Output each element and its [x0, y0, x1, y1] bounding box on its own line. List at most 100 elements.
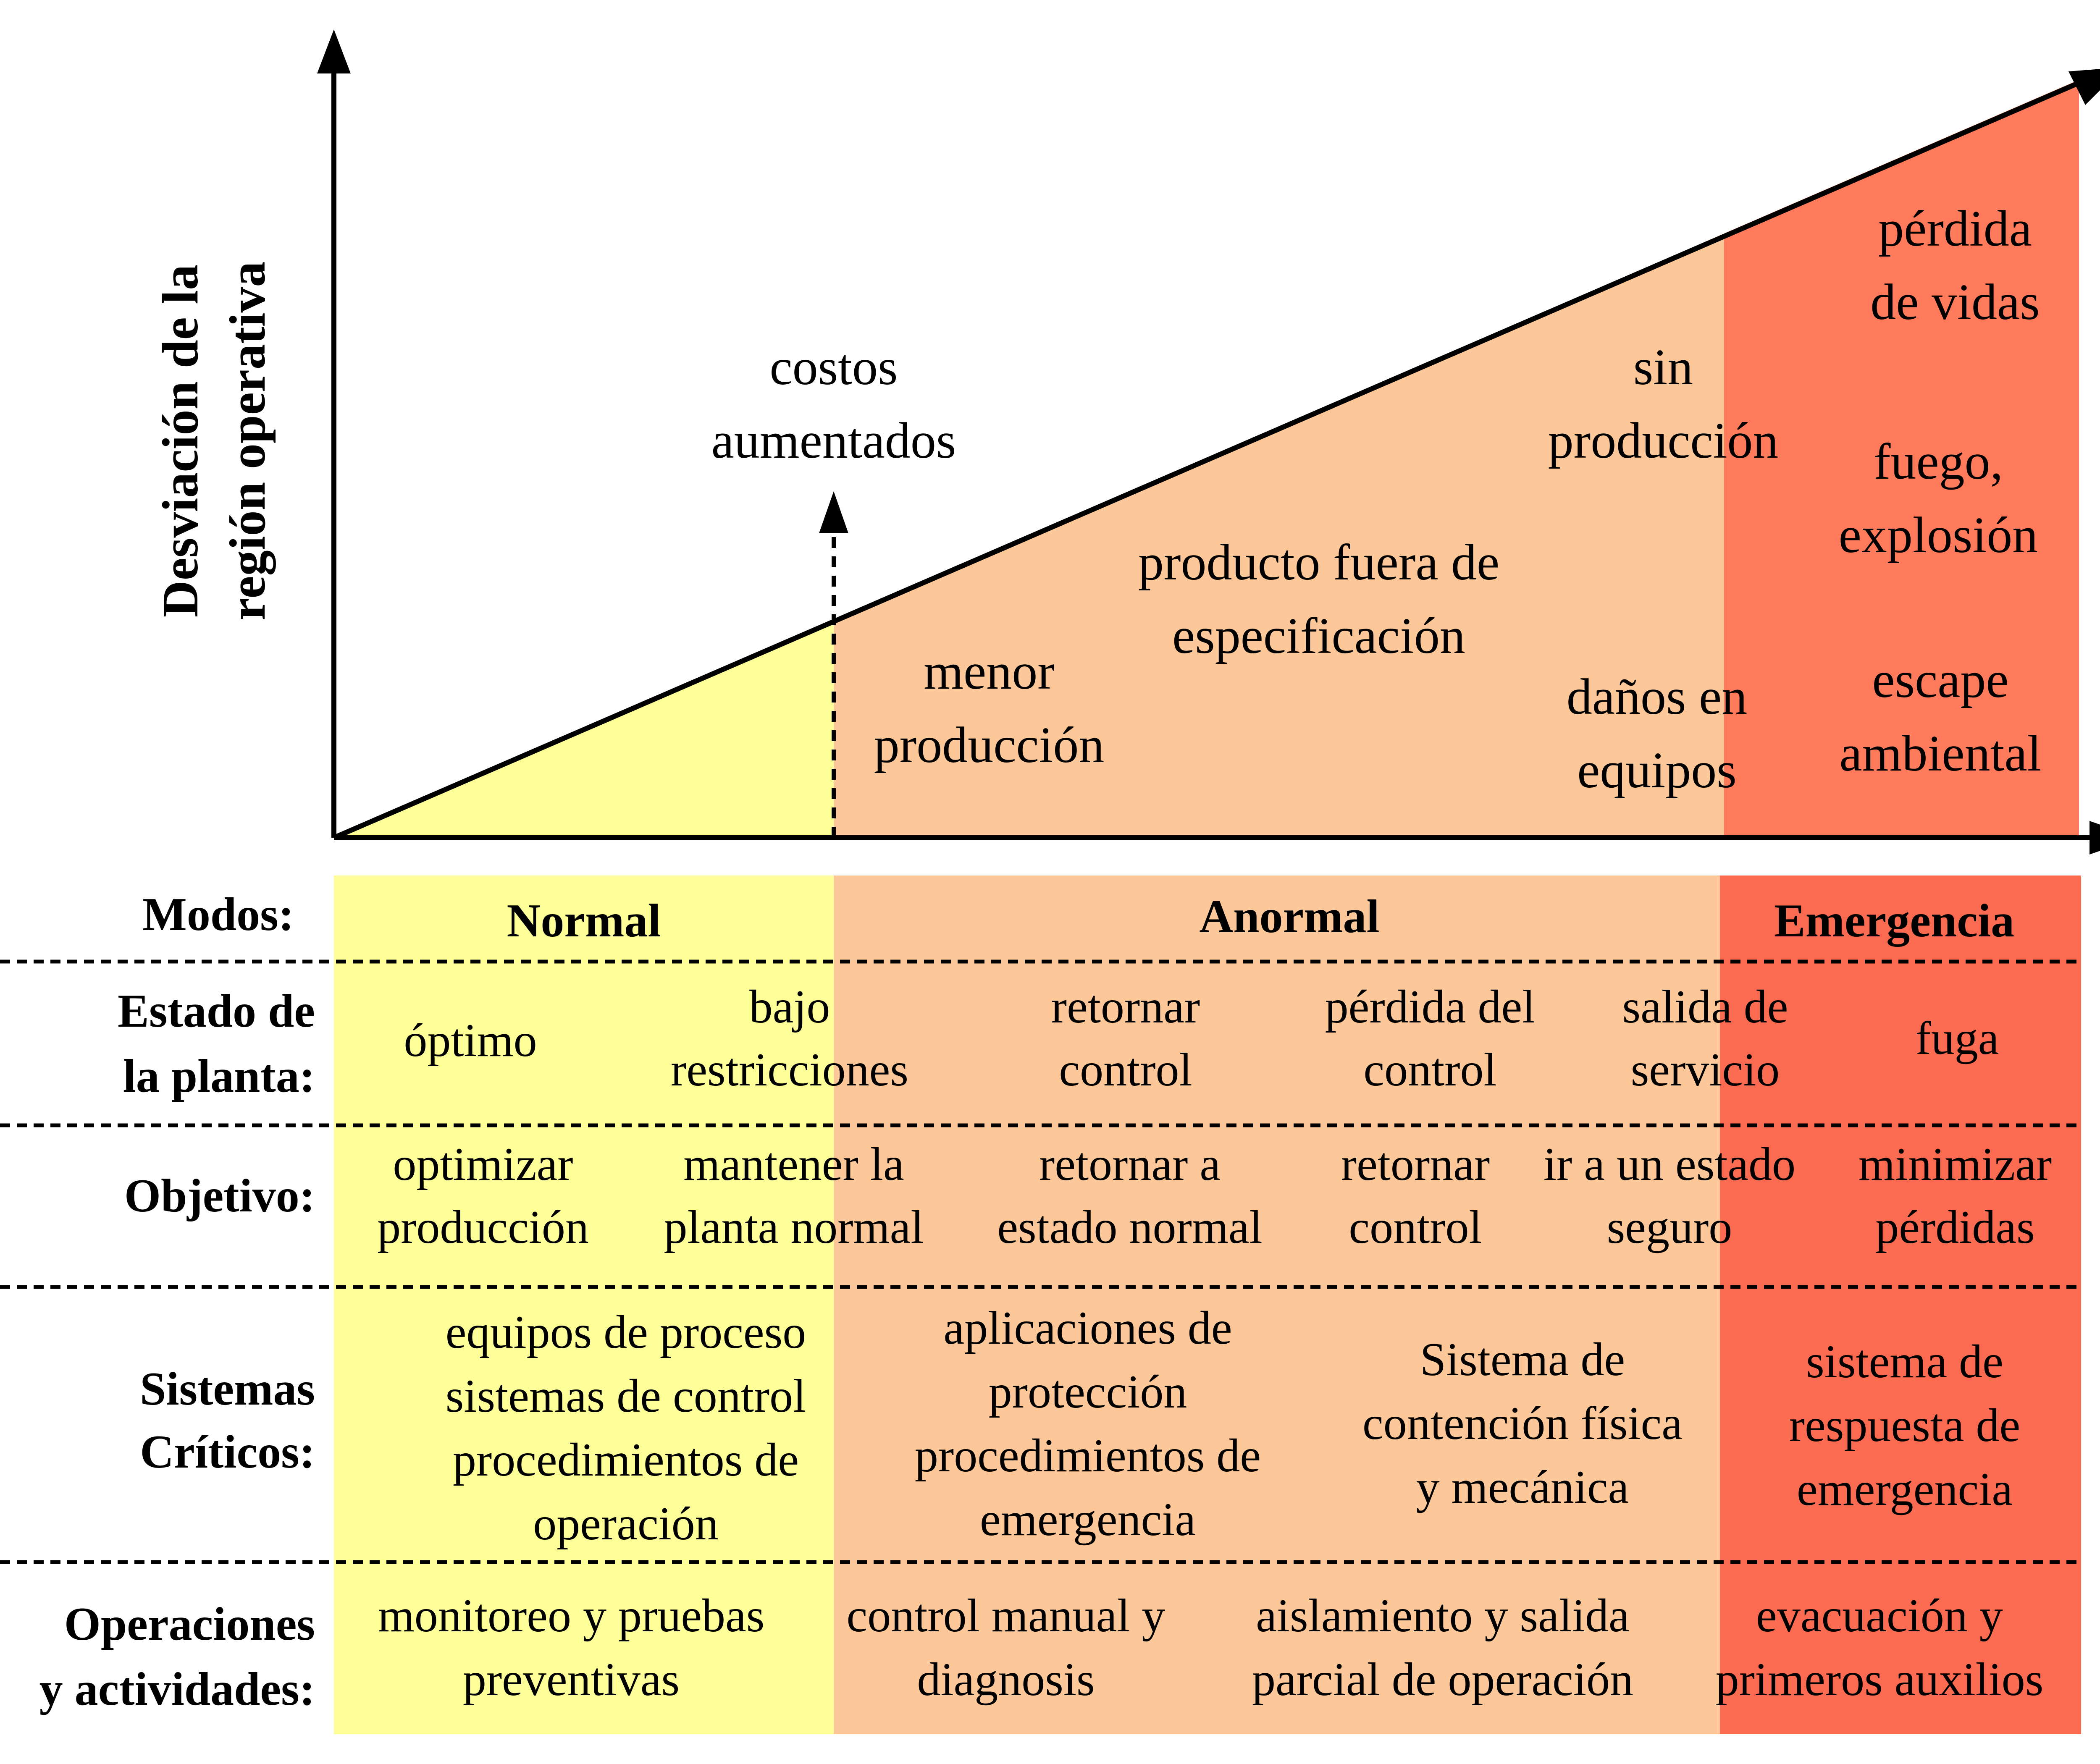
objetivo-minimizar-line-2: pérdidas: [1875, 1201, 2034, 1253]
operaciones-aislamiento-line-2: parcial de operación: [1252, 1654, 1633, 1706]
sistemas-respuesta-line-3: emergencia: [1797, 1463, 2013, 1515]
operaciones-monitoreo-line-1: monitoreo y pruebas: [378, 1590, 765, 1642]
operaciones-evacuacion: evacuación y primeros auxilios: [1716, 1590, 2044, 1706]
estado-perdida-control-line-2: control: [1363, 1044, 1496, 1096]
operaciones-evacuacion-line-2: primeros auxilios: [1716, 1654, 2044, 1706]
label-perdida-vidas-line-2: de vidas: [1870, 274, 2040, 330]
objetivo-minimizar-line-1: minimizar: [1858, 1138, 2052, 1190]
sistemas-respuesta: sistema de respuesta de emergencia: [1789, 1336, 2020, 1515]
y-axis-arrowhead: [317, 29, 351, 73]
objetivo-retornar-control: retornar control: [1341, 1138, 1490, 1253]
objetivo-estado-seguro-line-1: ir a un estado: [1544, 1138, 1796, 1190]
label-perdida-vidas-line-1: pérdida: [1878, 200, 2032, 257]
deviation-arrowhead: [2068, 69, 2100, 105]
sistemas-label-line-2: Críticos:: [140, 1426, 315, 1478]
operaciones-control-manual-line-2: diagnosis: [917, 1654, 1095, 1706]
operaciones-evacuacion-line-1: evacuación y: [1756, 1590, 2003, 1642]
label-fuego-explosion-line-2: explosión: [1839, 507, 2038, 564]
label-fuego-explosion: fuego, explosión: [1839, 433, 2038, 564]
normal-column: [334, 875, 834, 1734]
sistemas-label-line-1: Sistemas: [140, 1363, 315, 1415]
abnormal-region: [834, 233, 1724, 838]
mode-normal: Normal: [507, 895, 661, 947]
estado-salida-servicio-line-1: salida de: [1622, 981, 1788, 1033]
label-danos-equipos-line-1: daños en: [1567, 668, 1747, 725]
operaciones-monitoreo: monitoreo y pruebas preventivas: [378, 1590, 765, 1706]
operaciones-control-manual-line-1: control manual y: [847, 1590, 1166, 1642]
estado-bajo-restricciones: bajo restricciones: [671, 981, 908, 1096]
operaciones-aislamiento: aislamiento y salida parcial de operación: [1252, 1590, 1633, 1706]
label-producto-fuera-line-2: especificación: [1172, 608, 1465, 664]
estado-perdida-control: pérdida del control: [1325, 981, 1536, 1096]
sistemas-respuesta-line-1: sistema de: [1806, 1336, 2003, 1388]
label-sin-produccion-line-2: producción: [1548, 412, 1779, 469]
label-escape-ambiental-line-1: escape: [1872, 652, 2008, 708]
sistemas-contencion-line-1: Sistema de: [1420, 1334, 1625, 1386]
estado-retornar-control-line-2: control: [1059, 1044, 1192, 1096]
y-axis-label-line1: Desviación de la: [152, 265, 209, 617]
estado-fuga: fuga: [1915, 1012, 1999, 1064]
mode-anormal: Anormal: [1199, 891, 1379, 943]
sistemas-label: Sistemas Críticos:: [140, 1363, 315, 1478]
objetivo-optimizar-line-2: producción: [377, 1201, 589, 1253]
sistemas-aplicaciones: aplicaciones de protección procedimientos …: [915, 1302, 1261, 1546]
emergency-column: [1720, 875, 2081, 1734]
estado-retornar-control-line-1: retornar: [1051, 981, 1200, 1033]
y-axis-label-line2: región operativa: [219, 261, 276, 620]
mode-emergencia: Emergencia: [1774, 895, 2014, 947]
label-menor-produccion: menor producción: [874, 643, 1105, 773]
emergency-region: [1724, 80, 2079, 838]
label-costos-line-1: costos: [770, 339, 898, 396]
sistemas-aplicaciones-line-4: emergencia: [980, 1494, 1196, 1546]
label-menor-produccion-line-1: menor: [924, 643, 1055, 700]
estado-salida-servicio: salida de servicio: [1622, 981, 1788, 1096]
label-costos-line-2: aumentados: [711, 412, 956, 469]
label-escape-ambiental-line-2: ambiental: [1839, 725, 2041, 782]
label-menor-produccion-line-2: producción: [874, 717, 1105, 773]
operaciones-control-manual: control manual y diagnosis: [847, 1590, 1166, 1706]
objetivo-retornar-control-line-2: control: [1349, 1201, 1482, 1253]
sistemas-equipos-line-2: sistemas de control: [446, 1370, 806, 1422]
label-fuego-explosion-line-1: fuego,: [1874, 433, 2003, 490]
sistemas-equipos-line-4: operación: [533, 1498, 719, 1550]
label-perdida-vidas: pérdida de vidas: [1870, 200, 2040, 330]
estado-fuga-line-1: fuga: [1915, 1012, 1999, 1064]
operaciones-label-line-2: y actividades:: [39, 1663, 315, 1715]
objetivo-optimizar: optimizar producción: [377, 1138, 589, 1253]
modes-table: Modos: Estado de la planta: Objetivo: Sis…: [0, 875, 2083, 1734]
deviation-line: [333, 73, 2097, 840]
estado-bajo-restricciones-line-1: bajo: [749, 981, 830, 1033]
x-axis-arrowhead: [2090, 821, 2100, 854]
sistemas-aplicaciones-line-3: procedimientos de: [915, 1430, 1261, 1482]
estado-label-line-2: la planta:: [123, 1050, 315, 1102]
operaciones-monitoreo-line-2: preventivas: [463, 1654, 680, 1706]
label-producto-fuera: producto fuera de especificación: [1138, 534, 1499, 664]
objetivo-minimizar: minimizar pérdidas: [1858, 1138, 2052, 1253]
sistemas-respuesta-line-2: respuesta de: [1789, 1400, 2020, 1452]
label-danos-equipos-line-2: equipos: [1577, 742, 1737, 799]
sistemas-aplicaciones-line-1: aplicaciones de: [943, 1302, 1232, 1354]
estado-label: Estado de la planta:: [118, 985, 315, 1102]
label-costos: costos aumentados: [711, 339, 956, 469]
objetivo-retornar-estado: retornar a estado normal: [997, 1138, 1262, 1253]
objetivo-label-line-1: Objetivo:: [124, 1170, 315, 1222]
sistemas-contencion-line-3: y mecánica: [1416, 1461, 1629, 1513]
objetivo-estado-seguro: ir a un estado seguro: [1544, 1138, 1796, 1253]
estado-bajo-restricciones-line-2: restricciones: [671, 1044, 908, 1096]
objetivo-mantener-line-2: planta normal: [664, 1201, 924, 1253]
objetivo-label: Objetivo:: [124, 1170, 315, 1222]
operaciones-label-line-1: Operaciones: [64, 1598, 315, 1650]
abnormal-column: [834, 875, 1720, 1734]
label-sin-produccion: sin producción: [1548, 339, 1779, 469]
deviation-chart: Desviación de la región operativa costos…: [152, 29, 2100, 854]
objetivo-mantener-line-1: mantener la: [683, 1138, 904, 1190]
label-producto-fuera-line-1: producto fuera de: [1138, 534, 1499, 591]
estado-optimo: óptimo: [404, 1014, 537, 1067]
label-danos-equipos: daños en equipos: [1567, 668, 1747, 799]
objetivo-retornar-estado-line-1: retornar a: [1039, 1138, 1221, 1190]
operaciones-aislamiento-line-1: aislamiento y salida: [1256, 1590, 1630, 1642]
estado-retornar-control: retornar control: [1051, 981, 1200, 1096]
cost-arrowhead: [819, 491, 848, 533]
estado-perdida-control-line-1: pérdida del: [1325, 981, 1536, 1033]
